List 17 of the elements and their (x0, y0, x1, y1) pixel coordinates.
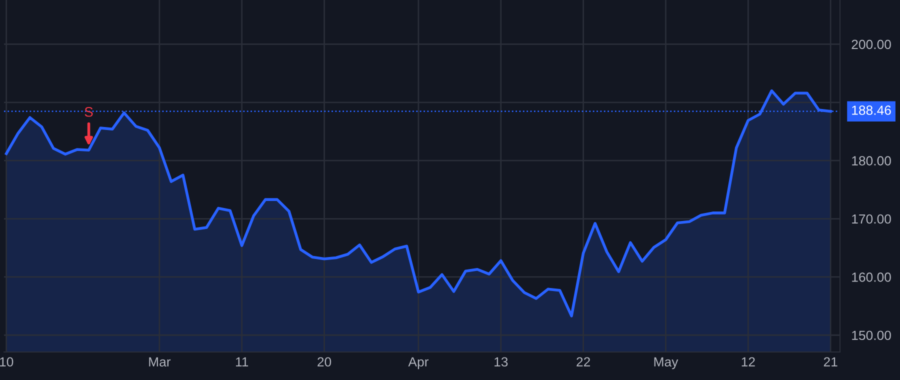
y-tick-label: 160.00 (852, 272, 891, 282)
y-tick-label: 200.00 (852, 40, 891, 50)
y-tick-label: 150.00 (852, 330, 891, 340)
x-tick-label: May (654, 357, 678, 370)
x-tick-label: 21 (824, 357, 838, 366)
x-tick-label: 13 (494, 357, 508, 367)
x-tick-label: Mar (149, 357, 171, 367)
x-tick-label: 20 (318, 357, 332, 367)
x-tick-label: 11 (236, 357, 248, 366)
x-tick-label: 12 (742, 357, 755, 366)
annotation: S (84, 106, 93, 117)
x-tick-label: Apr (408, 357, 429, 370)
y-tick-label: 170.00 (852, 214, 891, 224)
ref-line-label: 188.46 (852, 106, 891, 115)
y-tick-label: 180.00 (852, 156, 891, 166)
x-tick-label: 10 (0, 357, 14, 367)
x-tick-label: 22 (576, 357, 590, 366)
